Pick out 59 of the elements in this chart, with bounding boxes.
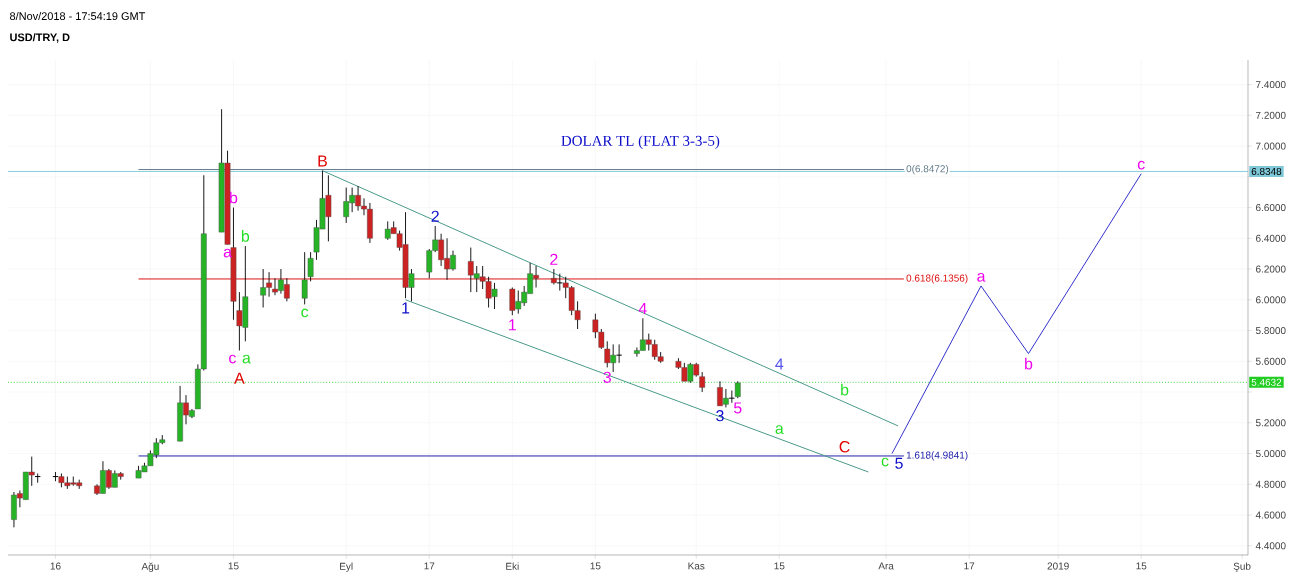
y-tick-label: 6.2000 [1256, 265, 1286, 273]
series-label: 0.618(6.1356) [906, 274, 968, 284]
x-tick-label: 17 [964, 562, 975, 570]
y-tick-label: 7.4000 [1256, 81, 1286, 89]
y-tick-label: 4.8000 [1255, 480, 1286, 488]
x-tick-label: 17 [424, 562, 435, 570]
annotation: B [318, 155, 327, 167]
annotation: a [977, 273, 986, 282]
x-tick-label: 15 [774, 562, 785, 570]
ref-line-label: 5.4632 [1251, 378, 1282, 386]
x-tick-label: 15 [228, 562, 239, 570]
x-tick-label: 2019 [1047, 562, 1069, 570]
annotation: c [1137, 160, 1145, 170]
text: 8/Nov/2018 - 17:54:19 GMT [10, 11, 146, 21]
annotation: a [775, 425, 784, 434]
annotation: b [241, 230, 250, 242]
annotation: b [230, 191, 238, 204]
annotation: 3 [603, 371, 611, 383]
y-tick-label: 7.0000 [1256, 142, 1286, 150]
annotation: c [229, 354, 236, 364]
annotation: 2 [431, 210, 439, 222]
x-tick-label: Eyl [340, 562, 353, 572]
chart-title: USD/TRY, D [10, 33, 70, 43]
series-label: 1.618(4.9841) [906, 451, 968, 461]
y-tick-label: 5.2000 [1255, 419, 1286, 427]
ref-line-label: 6.8348 [1251, 167, 1282, 175]
annotation: C [839, 441, 850, 453]
y-tick-label: 6.6000 [1256, 204, 1286, 212]
series-label: 0(6.8472) [906, 164, 949, 175]
y-tick-label: 4.6000 [1255, 511, 1286, 519]
y-tick-label: 6.4000 [1256, 234, 1286, 242]
x-tick-label: 15 [590, 562, 601, 570]
annotation: a [242, 354, 251, 364]
x-tick-label: Eki [506, 562, 519, 570]
annotation: 5 [733, 402, 742, 414]
y-tick-label: 5.6000 [1255, 357, 1286, 365]
annotation: c [301, 308, 309, 318]
y-tick-label: 5.0000 [1255, 450, 1286, 458]
x-tick-label: 15 [1136, 562, 1147, 570]
x-tick-label: Kas [688, 562, 705, 570]
annotation: 5 [895, 457, 903, 469]
y-tick-label: 5.8000 [1255, 327, 1286, 335]
y-tick-label: 7.2000 [1256, 111, 1286, 119]
annotation: b [841, 383, 849, 396]
y-tick-label: 4.4000 [1255, 542, 1286, 550]
x-tick-label: 16 [50, 562, 61, 570]
annotation: b [1025, 357, 1033, 370]
annotation: 4 [638, 303, 647, 315]
annotation: 4 [775, 358, 784, 370]
y-tick-label: 6.0000 [1256, 296, 1286, 304]
annotation: A [234, 372, 245, 384]
x-tick-label: Şub [1233, 562, 1251, 572]
annotation: c [881, 457, 889, 467]
annotation: 1 [509, 319, 516, 331]
x-tick-label: Ağu [141, 562, 159, 572]
text: DOLAR TL (FLAT 3-3-5) [561, 135, 720, 149]
annotation: 1 [402, 302, 410, 314]
x-tick-label: Ara [878, 562, 894, 570]
annotation: 2 [550, 253, 558, 265]
